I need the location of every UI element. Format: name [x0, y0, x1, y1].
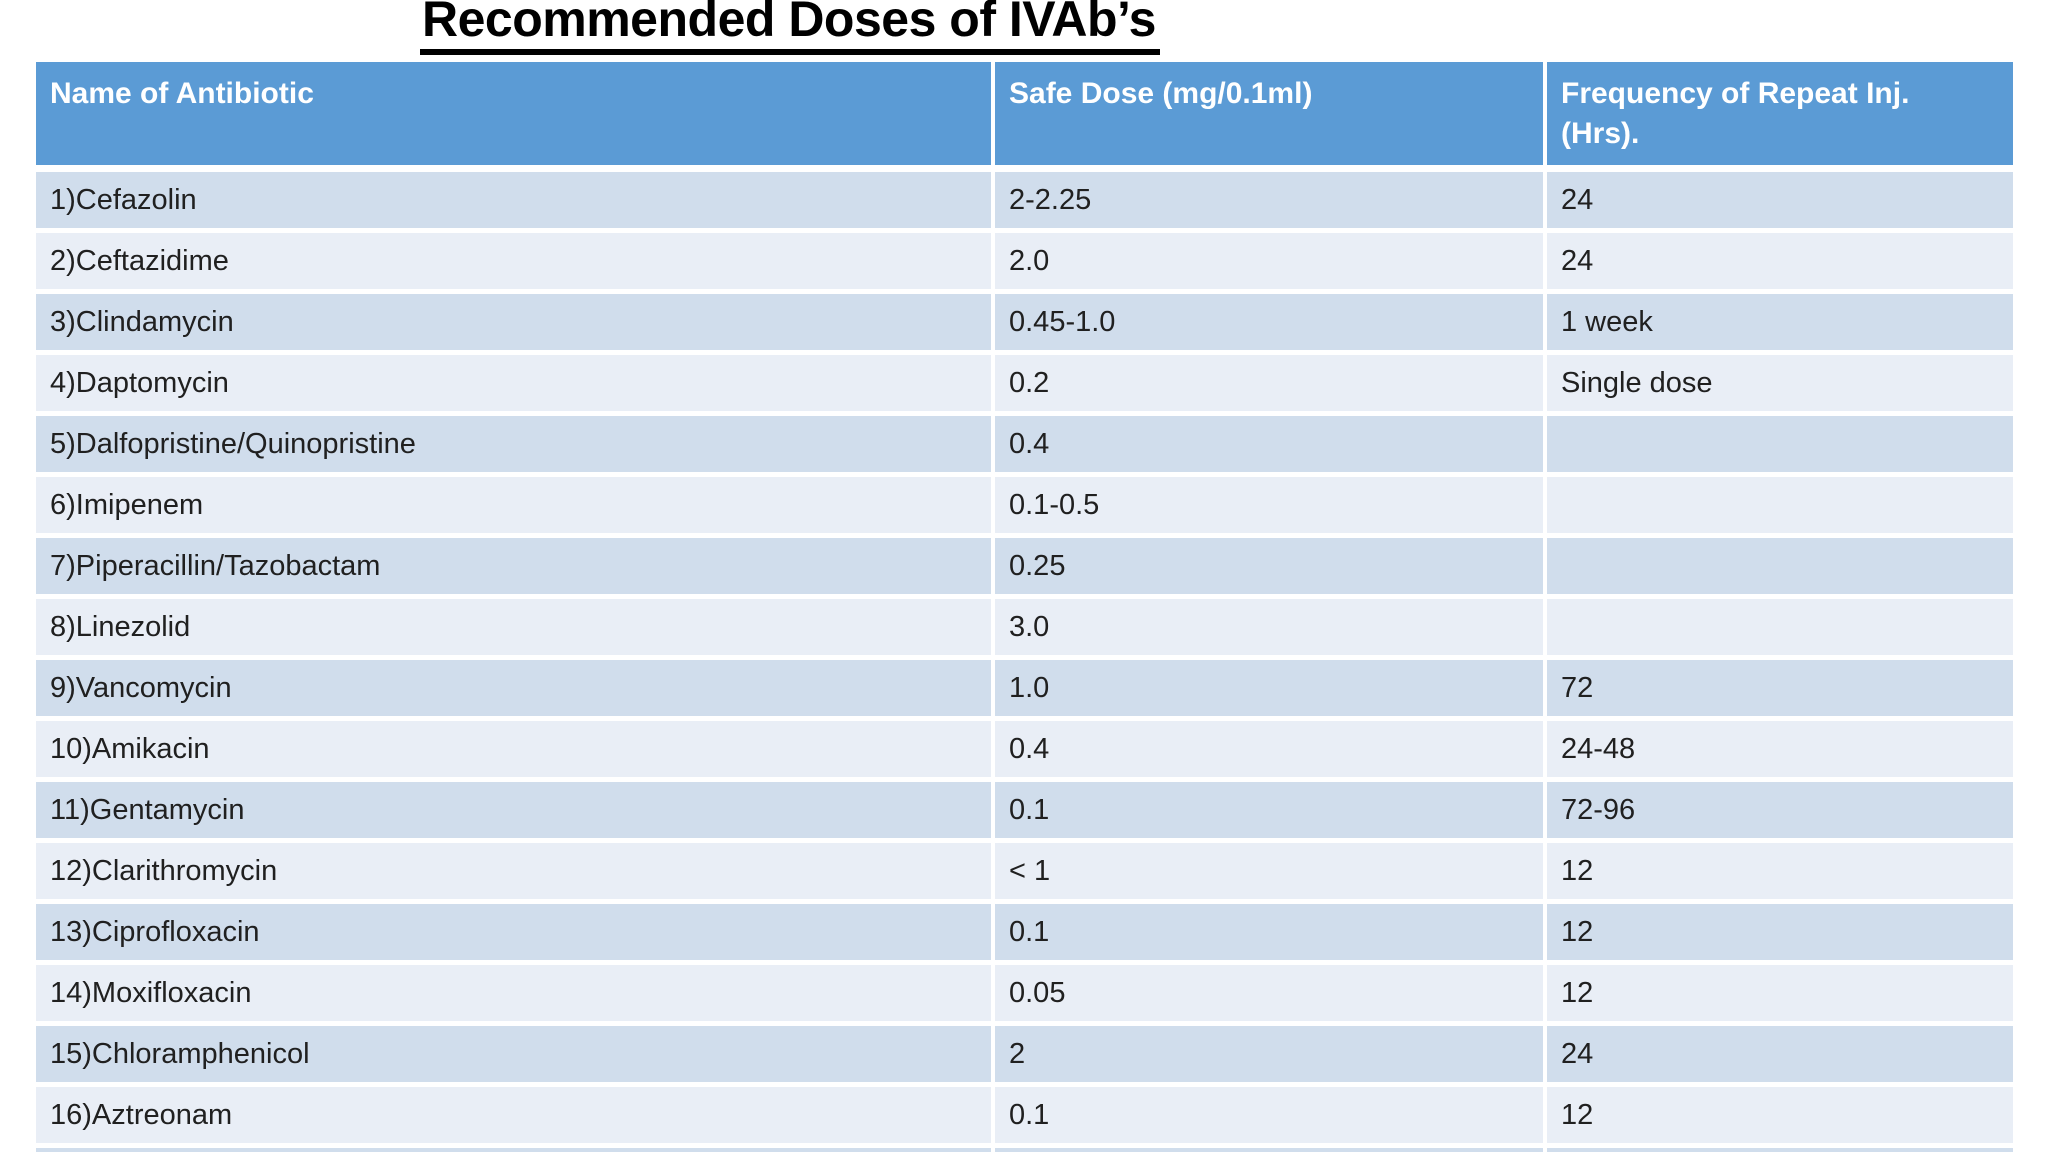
antibiotic-name-cell: 8)Linezolid — [36, 599, 991, 655]
safe-dose-cell: 0.4 — [995, 416, 1543, 472]
safe-dose-cell: 1.0 — [995, 660, 1543, 716]
antibiotic-name-cell: 2)Ceftazidime — [36, 233, 991, 289]
safe-dose-cell: 0.1 — [995, 904, 1543, 960]
safe-dose-cell: 0.1 — [995, 1087, 1543, 1143]
table-row: 2)Ceftazidime 2.0 24 — [36, 233, 2013, 289]
frequency-cell: 12 — [1547, 965, 2013, 1021]
table-row: 12)Clarithromycin < 1 12 — [36, 843, 2013, 899]
table-row: 9)Vancomycin 1.0 72 — [36, 660, 2013, 716]
antibiotic-name-cell: 15)Chloramphenicol — [36, 1026, 991, 1082]
table-row: 7)Piperacillin/Tazobactam 0.25 — [36, 538, 2013, 594]
antibiotic-name-cell: 5)Dalfopristine/Quinopristine — [36, 416, 991, 472]
frequency-cell: 12 — [1547, 1087, 2013, 1143]
frequency-cell — [1547, 538, 2013, 594]
table-row: 6)Imipenem 0.1-0.5 — [36, 477, 2013, 533]
safe-dose-cell: 0.2 — [995, 355, 1543, 411]
frequency-cell — [1547, 599, 2013, 655]
antibiotic-name-cell: 16)Aztreonam — [36, 1087, 991, 1143]
table-row: 3)Clindamycin 0.45-1.0 1 week — [36, 294, 2013, 350]
frequency-cell: 12 — [1547, 843, 2013, 899]
table-row: 10)Amikacin 0.4 24-48 — [36, 721, 2013, 777]
safe-dose-cell: 2 — [995, 1026, 1543, 1082]
safe-dose-cell: 0.1-0.5 — [995, 477, 1543, 533]
antibiotic-name-cell: 12)Clarithromycin — [36, 843, 991, 899]
header-cell-dose: Safe Dose (mg/0.1ml) — [995, 62, 1543, 165]
safe-dose-cell: 2-2.25 — [995, 172, 1543, 228]
frequency-cell — [1547, 477, 2013, 533]
table-row: 13)Ciprofloxacin 0.1 12 — [36, 904, 2013, 960]
frequency-cell — [1547, 416, 2013, 472]
antibiotic-name-cell: 9)Vancomycin — [36, 660, 991, 716]
safe-dose-cell: < 1 — [995, 843, 1543, 899]
frequency-cell: 72 — [1547, 660, 2013, 716]
table-body: 1)Cefazolin 2-2.25 24 2)Ceftazidime 2.0 … — [36, 172, 2013, 1143]
header-cell-name: Name of Antibiotic — [36, 62, 991, 165]
safe-dose-cell: 0.45-1.0 — [995, 294, 1543, 350]
page-title: Recommended Doses of IVAb’s — [420, 0, 1160, 55]
safe-dose-cell: 3.0 — [995, 599, 1543, 655]
antibiotic-name-cell: 6)Imipenem — [36, 477, 991, 533]
safe-dose-cell: 0.1 — [995, 782, 1543, 838]
table-row: 1)Cefazolin 2-2.25 24 — [36, 172, 2013, 228]
antibiotic-name-cell: 4)Daptomycin — [36, 355, 991, 411]
safe-dose-cell: 0.25 — [995, 538, 1543, 594]
frequency-cell: 24 — [1547, 172, 2013, 228]
safe-dose-cell: 0.05 — [995, 965, 1543, 1021]
frequency-cell: 1 week — [1547, 294, 2013, 350]
frequency-cell: Single dose — [1547, 355, 2013, 411]
frequency-cell: 72-96 — [1547, 782, 2013, 838]
safe-dose-cell: 2.0 — [995, 233, 1543, 289]
table-row: 5)Dalfopristine/Quinopristine 0.4 — [36, 416, 2013, 472]
table-row: 11)Gentamycin 0.1 72-96 — [36, 782, 2013, 838]
antibiotic-name-cell: 3)Clindamycin — [36, 294, 991, 350]
partial-cell-1 — [36, 1148, 991, 1152]
antibiotic-name-cell: 14)Moxifloxacin — [36, 965, 991, 1021]
header-frequency-line2: (Hrs). — [1561, 117, 1640, 150]
frequency-cell: 12 — [1547, 904, 2013, 960]
antibiotic-name-cell: 11)Gentamycin — [36, 782, 991, 838]
antibiotic-name-cell: 1)Cefazolin — [36, 172, 991, 228]
safe-dose-cell: 0.4 — [995, 721, 1543, 777]
table-row: 15)Chloramphenicol 2 24 — [36, 1026, 2013, 1082]
table-header-row: Name of Antibiotic Safe Dose (mg/0.1ml) … — [36, 62, 2013, 165]
frequency-cell: 24-48 — [1547, 721, 2013, 777]
header-cell-frequency: Frequency of Repeat Inj. (Hrs). — [1547, 62, 2013, 165]
antibiotic-name-cell: 13)Ciprofloxacin — [36, 904, 991, 960]
partial-cell-3 — [1547, 1148, 2013, 1152]
doses-table: Name of Antibiotic Safe Dose (mg/0.1ml) … — [36, 62, 2013, 1152]
table-row: 16)Aztreonam 0.1 12 — [36, 1087, 2013, 1143]
table-row: 4)Daptomycin 0.2 Single dose — [36, 355, 2013, 411]
frequency-cell: 24 — [1547, 1026, 2013, 1082]
antibiotic-name-cell: 7)Piperacillin/Tazobactam — [36, 538, 991, 594]
table-row: 14)Moxifloxacin 0.05 12 — [36, 965, 2013, 1021]
antibiotic-name-cell: 10)Amikacin — [36, 721, 991, 777]
frequency-cell: 24 — [1547, 233, 2013, 289]
table-row-partial — [36, 1148, 2013, 1152]
header-frequency-line1: Frequency of Repeat Inj. — [1561, 77, 1910, 110]
table-row: 8)Linezolid 3.0 — [36, 599, 2013, 655]
partial-cell-2 — [995, 1148, 1543, 1152]
